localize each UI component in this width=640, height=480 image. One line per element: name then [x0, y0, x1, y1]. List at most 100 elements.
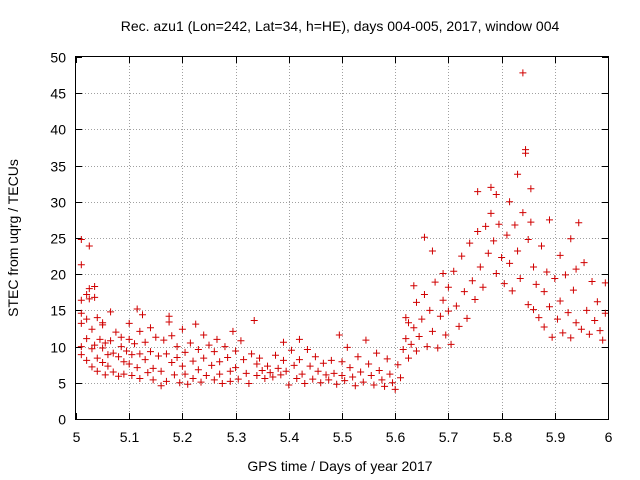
data-point: [216, 370, 224, 378]
data-point: [593, 298, 601, 306]
data-point: [293, 374, 301, 382]
data-point: [383, 355, 391, 363]
data-point: [463, 314, 471, 322]
data-point: [580, 259, 588, 267]
data-point: [109, 368, 117, 376]
x-axis-label: GPS time / Days of year 2017: [247, 458, 432, 474]
data-point: [346, 364, 354, 372]
data-point: [487, 209, 495, 217]
data-point: [208, 361, 216, 369]
data-point: [538, 242, 545, 250]
data-point: [88, 325, 96, 333]
x-axis-ticks: 5 5.1 5.2 5.3 5.4 5.5 5.6 5.7 5.8 5.9 6: [73, 57, 613, 445]
data-point: [338, 358, 346, 366]
data-point: [506, 198, 514, 206]
data-point: [524, 301, 532, 309]
data-point: [455, 322, 463, 330]
data-point: [402, 314, 410, 322]
data-point: [503, 231, 511, 239]
data-point: [136, 350, 144, 358]
data-point: [224, 353, 232, 361]
data-point: [543, 268, 551, 276]
data-point: [146, 324, 154, 332]
data-point: [141, 356, 149, 364]
data-point: [144, 369, 152, 377]
data-point: [93, 314, 101, 322]
data-point: [240, 356, 248, 364]
data-point: [128, 351, 136, 359]
data-point: [189, 374, 197, 382]
data-point: [474, 227, 482, 235]
data-point: [165, 318, 173, 326]
data-point: [93, 367, 101, 375]
data-point: [285, 381, 293, 389]
data-point: [301, 380, 309, 388]
data-point: [511, 221, 519, 229]
data-point: [245, 380, 253, 388]
data-point: [447, 340, 455, 348]
data-point: [269, 373, 277, 381]
data-point: [391, 385, 399, 393]
data-point: [146, 348, 154, 356]
data-point: [178, 325, 186, 333]
data-point: [545, 216, 553, 224]
data-point: [434, 344, 442, 352]
data-point: [420, 290, 428, 298]
data-point: [136, 374, 144, 382]
data-point: [194, 366, 202, 374]
data-point: [77, 351, 85, 359]
data-point: [516, 275, 524, 283]
data-point: [601, 279, 609, 287]
data-point: [85, 242, 93, 250]
data-point: [123, 347, 131, 355]
x-tick-label: 5.1: [120, 429, 140, 445]
data-point: [418, 315, 426, 323]
data-point: [405, 319, 412, 327]
y-axis-label: STEC from uqrg / TECUs: [5, 159, 21, 317]
data-point: [373, 349, 381, 357]
y-tick-label: 50: [50, 50, 66, 66]
data-point: [128, 372, 136, 380]
data-point: [154, 352, 162, 360]
data-point: [532, 280, 540, 288]
data-point: [282, 367, 290, 375]
x-tick-label: 5: [73, 429, 81, 445]
data-point: [290, 361, 298, 369]
data-point: [498, 254, 506, 262]
data-point: [399, 345, 407, 353]
data-point: [394, 361, 402, 369]
data-point: [168, 332, 176, 340]
data-point: [250, 317, 258, 325]
y-tick-label: 40: [50, 122, 66, 138]
data-point: [200, 354, 208, 362]
data-point: [492, 191, 500, 199]
data-point: [378, 376, 386, 384]
data-point: [351, 382, 359, 390]
data-point: [226, 367, 234, 375]
data-point: [487, 183, 495, 191]
data-point: [325, 376, 333, 384]
data-point: [298, 370, 306, 378]
data-point: [317, 379, 325, 387]
data-point: [162, 350, 170, 358]
x-tick-label: 6: [605, 429, 613, 445]
data-point: [428, 327, 436, 335]
data-point: [548, 333, 556, 341]
data-point: [354, 353, 362, 361]
data-point: [556, 297, 564, 305]
data-point: [561, 271, 569, 279]
data-point: [96, 335, 104, 343]
data-point: [460, 288, 468, 296]
data-point: [572, 319, 580, 327]
data-point: [428, 247, 436, 255]
data-point: [559, 329, 567, 337]
data-point: [210, 376, 218, 384]
data-point: [258, 366, 266, 374]
data-point: [311, 353, 319, 361]
y-tick-label: 10: [50, 340, 66, 356]
data-point: [232, 364, 240, 372]
data-point: [471, 296, 479, 304]
x-tick-label: 5.4: [280, 429, 300, 445]
data-point: [527, 218, 535, 226]
